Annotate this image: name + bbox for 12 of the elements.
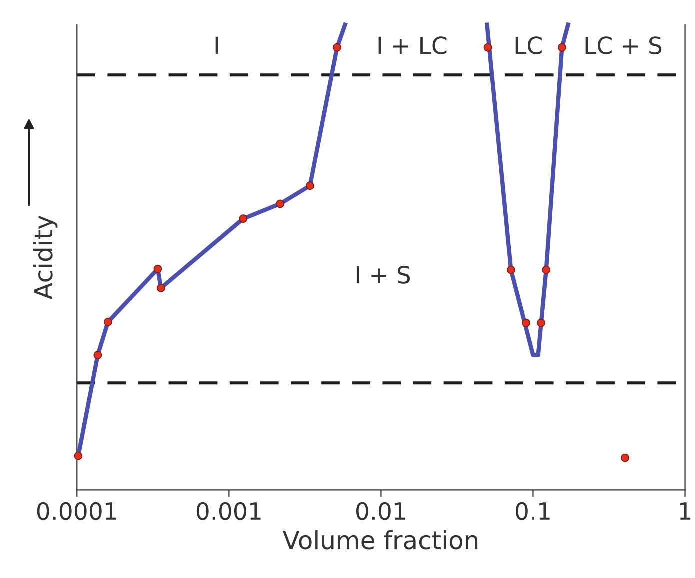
annotation: LC xyxy=(516,36,542,55)
annotation: I + LC xyxy=(378,36,447,55)
x-tick-label: 0.001 xyxy=(196,502,261,520)
y-axis-title: Acidity xyxy=(34,216,58,300)
x-tick-label: 1 xyxy=(680,502,691,520)
annotation: I xyxy=(216,36,218,54)
x-tick-label: 0.1 xyxy=(516,502,550,520)
annotation: I + S xyxy=(356,266,410,284)
annotation: LC + S xyxy=(586,36,662,55)
x-axis-title: Volume fraction xyxy=(282,530,478,550)
x-tick-label: 0.01 xyxy=(356,502,406,520)
x-tick-label: 0.0001 xyxy=(37,502,116,520)
